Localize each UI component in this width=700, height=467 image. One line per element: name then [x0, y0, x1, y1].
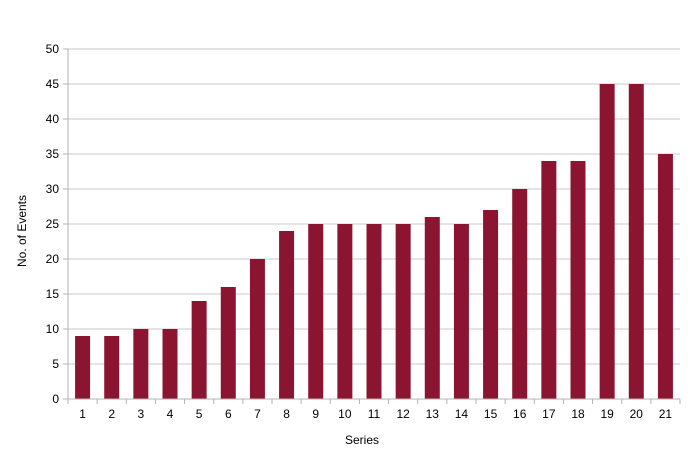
x-tick-label: 6: [225, 407, 232, 421]
bar-10: [337, 224, 353, 399]
y-tick-label: 40: [46, 112, 60, 126]
x-tick-label: 10: [338, 407, 352, 421]
bar-17: [541, 161, 557, 399]
y-tick-label: 50: [46, 42, 60, 56]
bar-2: [104, 336, 120, 399]
bar-14: [453, 224, 469, 399]
bar-13: [424, 217, 440, 399]
bar-20: [628, 84, 644, 399]
bar-12: [395, 224, 411, 399]
x-tick-label: 2: [108, 407, 115, 421]
y-tick-labels: 0 5 10 15 20 25 30 35 40 45 50: [46, 42, 60, 406]
y-tick-label: 35: [46, 147, 60, 161]
x-tick-label: 12: [396, 407, 410, 421]
x-axis-title: Series: [345, 433, 379, 447]
y-tick-label: 0: [52, 392, 59, 406]
bar-1: [75, 336, 91, 399]
x-tick-labels: 1 2 3 4 5 6 7 8 9 10 11 12 13 14 15 16 17 18 19 20 21: [79, 407, 672, 421]
bar-18: [570, 161, 586, 399]
bar-3: [133, 329, 149, 399]
y-tick-label: 30: [46, 182, 60, 196]
x-tick-label: 20: [630, 407, 644, 421]
bar-8: [279, 231, 295, 399]
x-tick-label: 21: [659, 407, 673, 421]
axes: [67, 49, 681, 404]
bar-15: [483, 210, 499, 399]
bar-4: [162, 329, 178, 399]
bars: [75, 84, 673, 399]
bar-21: [657, 154, 673, 399]
x-tick-label: 17: [542, 407, 556, 421]
x-tick-label: 14: [455, 407, 469, 421]
bar-11: [366, 224, 382, 399]
x-tick-label: 9: [312, 407, 319, 421]
y-tick-label: 45: [46, 77, 60, 91]
x-tick-label: 19: [600, 407, 614, 421]
bar-6: [220, 287, 236, 399]
x-tick-label: 7: [254, 407, 261, 421]
bar-16: [512, 189, 528, 399]
x-tick-label: 3: [138, 407, 145, 421]
x-tick-label: 13: [426, 407, 440, 421]
x-tick-label: 1: [79, 407, 86, 421]
x-tick-label: 16: [513, 407, 527, 421]
y-tick-label: 10: [46, 322, 60, 336]
bar-5: [191, 301, 207, 399]
y-axis-title: No. of Events: [15, 195, 29, 267]
x-tick-label: 11: [368, 407, 381, 421]
y-tick-label: 25: [46, 217, 60, 231]
y-tick-label: 20: [46, 252, 60, 266]
x-tick-label: 8: [283, 407, 290, 421]
x-tick-label: 4: [167, 407, 174, 421]
y-tick-label: 15: [46, 287, 60, 301]
x-tick-label: 18: [571, 407, 585, 421]
y-tick-label: 5: [52, 357, 59, 371]
x-tick-label: 15: [484, 407, 498, 421]
bar-19: [599, 84, 615, 399]
bar-9: [308, 224, 324, 399]
bar-7: [249, 259, 265, 399]
x-tick-label: 5: [196, 407, 203, 421]
